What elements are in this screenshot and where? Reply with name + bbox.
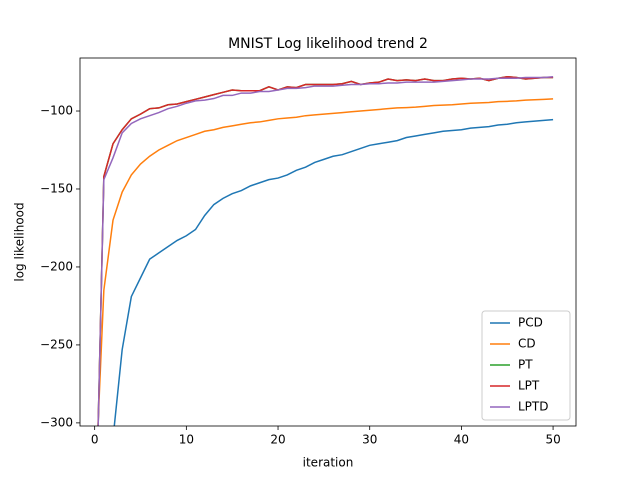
x-tick-label: 50 xyxy=(545,433,560,447)
x-tick-label: 10 xyxy=(179,433,194,447)
y-tick-label: −300 xyxy=(40,415,73,429)
y-tick-label: −200 xyxy=(40,259,73,273)
legend-box xyxy=(481,310,571,421)
x-axis-label: iteration xyxy=(303,456,354,470)
legend-label: CD xyxy=(518,337,536,351)
axes-frame xyxy=(79,57,577,427)
legend-label: LPTD xyxy=(518,400,549,414)
x-tick-label: 40 xyxy=(454,433,469,447)
x-tick-label: 20 xyxy=(270,433,285,447)
y-axis-label: log likelihood xyxy=(13,202,27,281)
legend-label: LPT xyxy=(518,379,540,393)
y-tick-label: −100 xyxy=(40,104,73,118)
plot-lines xyxy=(97,75,554,426)
legend-label: PCD xyxy=(518,316,543,330)
series-line xyxy=(113,118,554,426)
y-tick-label: −150 xyxy=(40,181,73,195)
chart-title: MNIST Log likelihood trend 2 xyxy=(228,36,428,52)
x-tick-label: 30 xyxy=(362,433,377,447)
x-tick-label: 0 xyxy=(91,433,99,447)
y-tick-label: −250 xyxy=(40,337,73,351)
series-line xyxy=(97,98,554,426)
legend-label: PT xyxy=(518,358,533,372)
series-line xyxy=(97,75,554,426)
